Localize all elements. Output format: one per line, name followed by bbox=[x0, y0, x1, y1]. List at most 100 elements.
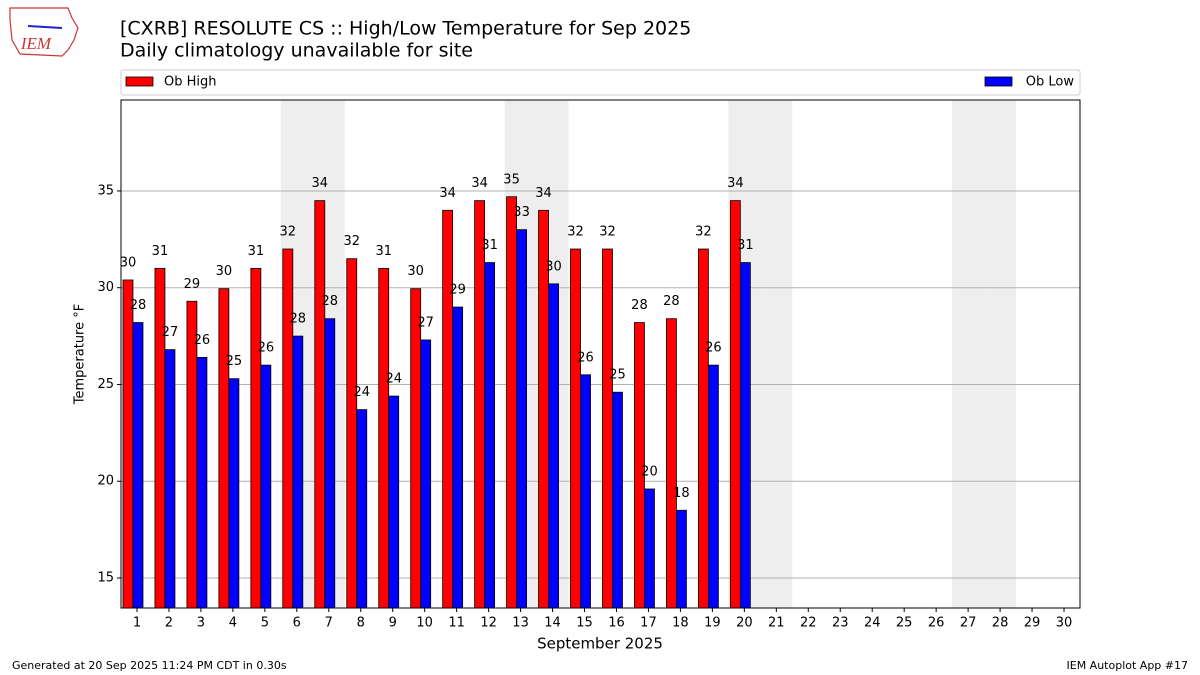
data-label: 29 bbox=[184, 277, 201, 292]
x-tick-label: 22 bbox=[800, 616, 817, 631]
bar bbox=[260, 364, 272, 609]
x-tick-label: 4 bbox=[229, 616, 237, 631]
bar bbox=[122, 279, 134, 609]
data-label: 24 bbox=[353, 385, 370, 400]
x-tick-label: 15 bbox=[576, 616, 593, 631]
bar bbox=[729, 200, 741, 609]
data-label: 32 bbox=[695, 225, 712, 240]
data-label: 32 bbox=[599, 225, 616, 240]
data-label: 34 bbox=[535, 186, 552, 201]
y-tick-label: 20 bbox=[97, 474, 114, 489]
bar bbox=[356, 409, 368, 609]
data-label: 27 bbox=[417, 315, 434, 330]
data-label: 28 bbox=[322, 294, 339, 309]
x-tick-label: 25 bbox=[896, 616, 913, 631]
bar bbox=[282, 248, 294, 609]
bar bbox=[506, 196, 517, 609]
data-label: 34 bbox=[439, 186, 456, 201]
data-label: 30 bbox=[545, 259, 562, 274]
bar bbox=[707, 364, 719, 609]
bar bbox=[324, 318, 336, 609]
bar bbox=[602, 248, 613, 609]
x-tick-label: 16 bbox=[608, 616, 625, 631]
data-label: 34 bbox=[312, 176, 329, 191]
weekend-shade bbox=[984, 100, 1017, 608]
footer-left: Generated at 20 Sep 2025 11:24 PM CDT in… bbox=[12, 659, 287, 672]
data-label: 28 bbox=[663, 294, 680, 309]
data-label: 30 bbox=[216, 264, 233, 279]
bar bbox=[580, 374, 591, 609]
x-tick-label: 26 bbox=[928, 616, 945, 631]
bar bbox=[739, 262, 751, 609]
data-label: 26 bbox=[194, 333, 211, 348]
data-label: 26 bbox=[705, 341, 722, 356]
bar bbox=[420, 339, 432, 609]
x-tick-label: 8 bbox=[357, 616, 365, 631]
bar bbox=[516, 229, 527, 609]
data-label: 18 bbox=[673, 486, 690, 501]
data-label: 32 bbox=[280, 225, 297, 240]
data-label: 31 bbox=[152, 244, 169, 259]
y-axis-label: Temperature °F bbox=[73, 304, 88, 405]
x-tick-label: 17 bbox=[640, 616, 657, 631]
data-label: 29 bbox=[449, 283, 466, 298]
footer-right: IEM Autoplot App #17 bbox=[1067, 659, 1189, 672]
x-tick-label: 20 bbox=[736, 616, 753, 631]
bar bbox=[452, 306, 464, 609]
data-label: 27 bbox=[162, 325, 179, 340]
x-tick-label: 30 bbox=[1056, 616, 1073, 631]
x-axis-label: September 2025 bbox=[537, 635, 663, 653]
data-label: 28 bbox=[130, 298, 147, 313]
bar bbox=[228, 378, 240, 609]
bar bbox=[164, 349, 176, 609]
bar bbox=[154, 267, 166, 609]
bar bbox=[676, 509, 687, 609]
plot-frame bbox=[120, 99, 1081, 609]
bar bbox=[196, 356, 208, 609]
data-label: 26 bbox=[258, 341, 275, 356]
x-tick-label: 7 bbox=[325, 616, 333, 631]
data-label: 34 bbox=[471, 176, 488, 191]
x-tick-label: 12 bbox=[480, 616, 497, 631]
x-tick-label: 19 bbox=[704, 616, 721, 631]
data-label: 28 bbox=[631, 298, 648, 313]
bar bbox=[250, 267, 262, 609]
data-label: 25 bbox=[609, 368, 626, 383]
bar bbox=[474, 200, 486, 609]
x-tick-label: 5 bbox=[261, 616, 269, 631]
x-tick-label: 14 bbox=[544, 616, 561, 631]
x-tick-label: 29 bbox=[1024, 616, 1041, 631]
data-label: 35 bbox=[503, 172, 520, 187]
bar bbox=[378, 267, 390, 609]
bar bbox=[612, 391, 623, 609]
bar bbox=[697, 248, 709, 609]
data-label: 31 bbox=[375, 244, 392, 259]
bar bbox=[442, 209, 454, 609]
data-label: 33 bbox=[513, 205, 530, 220]
data-label: 31 bbox=[737, 238, 754, 253]
bar bbox=[666, 318, 677, 609]
data-label: 30 bbox=[407, 264, 424, 279]
data-label: 31 bbox=[481, 238, 498, 253]
bar bbox=[218, 288, 230, 609]
x-tick-label: 23 bbox=[832, 616, 849, 631]
x-tick-label: 13 bbox=[512, 616, 529, 631]
data-label: 26 bbox=[577, 350, 594, 365]
x-tick-label: 24 bbox=[864, 616, 881, 631]
weekend-shade bbox=[760, 100, 793, 608]
legend-swatch bbox=[125, 76, 154, 87]
bar bbox=[314, 200, 326, 609]
bar bbox=[570, 248, 581, 609]
x-tick-label: 2 bbox=[165, 616, 173, 631]
x-tick-label: 1 bbox=[133, 616, 141, 631]
data-label: 32 bbox=[343, 234, 360, 249]
y-tick-label: 30 bbox=[97, 280, 114, 295]
y-tick-label: 25 bbox=[97, 377, 114, 392]
bar bbox=[292, 335, 304, 609]
x-tick-label: 11 bbox=[448, 616, 465, 631]
legend-swatch bbox=[984, 76, 1013, 87]
bar bbox=[132, 322, 144, 609]
x-tick-label: 27 bbox=[960, 616, 977, 631]
data-label: 32 bbox=[567, 225, 584, 240]
